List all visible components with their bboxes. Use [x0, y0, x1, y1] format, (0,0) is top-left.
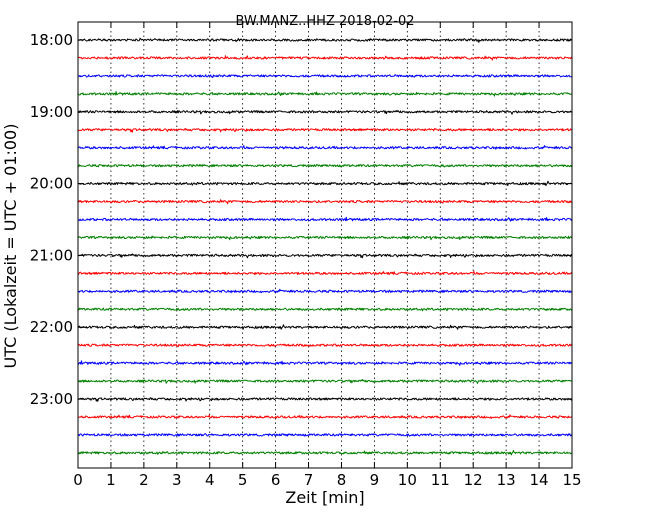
trace-1930 — [77, 145, 573, 150]
y-tick-label-2200: 22:00 — [30, 318, 73, 336]
trace-2115 — [77, 270, 573, 275]
y-tick-label-1900: 19:00 — [30, 103, 73, 121]
x-tick-label-4: 4 — [205, 471, 215, 489]
trace-2100 — [77, 253, 573, 259]
trace-2015 — [77, 199, 573, 205]
x-tick-label-15: 15 — [562, 471, 581, 489]
x-axis-ticks: 0 1 2 3 4 5 6 7 8 9 10 11 12 13 14 15 — [73, 22, 582, 489]
x-tick-label-12: 12 — [464, 471, 483, 489]
trace-2245 — [77, 379, 573, 384]
trace-2230 — [77, 360, 573, 366]
x-tick-label-7: 7 — [304, 471, 314, 489]
y-axis-label: UTC (Lokalzeit = UTC + 01:00) — [1, 124, 20, 369]
x-tick-label-13: 13 — [497, 471, 516, 489]
y-tick-label-1800: 18:00 — [30, 31, 73, 49]
trace-1915 — [77, 128, 573, 133]
y-axis-ticks: 18:00 19:00 20:00 21:00 22:00 23:00 — [30, 31, 572, 408]
trace-1900 — [77, 109, 573, 115]
plot-frame — [77, 21, 573, 469]
x-tick-label-5: 5 — [238, 471, 248, 489]
trace-2030 — [77, 216, 573, 222]
x-tick-label-8: 8 — [337, 471, 347, 489]
x-axis-label: Zeit [min] — [285, 488, 364, 507]
trace-2200 — [77, 324, 573, 330]
trace-2045 — [77, 235, 573, 241]
x-tick-label-10: 10 — [398, 471, 417, 489]
trace-1945 — [77, 164, 573, 168]
x-tick-label-9: 9 — [370, 471, 380, 489]
trace-2345 — [77, 450, 573, 456]
trace-2330 — [77, 433, 573, 437]
x-tick-label-6: 6 — [271, 471, 281, 489]
x-tick-label-0: 0 — [73, 471, 83, 489]
trace-1845 — [77, 91, 573, 97]
y-tick-label-2100: 21:00 — [30, 246, 73, 264]
x-tick-label-3: 3 — [172, 471, 182, 489]
trace-1830 — [77, 74, 573, 78]
y-tick-label-2000: 20:00 — [30, 175, 73, 193]
vertical-grid — [110, 22, 540, 468]
trace-2215 — [77, 343, 573, 348]
traces-group — [77, 37, 573, 456]
trace-2145 — [77, 307, 573, 312]
x-tick-label-2: 2 — [139, 471, 149, 489]
trace-1815 — [77, 55, 573, 61]
trace-1800 — [77, 37, 573, 43]
trace-2000 — [77, 180, 573, 187]
x-tick-label-11: 11 — [431, 471, 450, 489]
x-tick-label-14: 14 — [530, 471, 549, 489]
y-tick-label-2300: 23:00 — [30, 390, 73, 408]
x-tick-label-1: 1 — [106, 471, 116, 489]
trace-2300 — [77, 397, 573, 402]
trace-2315 — [77, 414, 573, 419]
trace-2130 — [77, 288, 573, 294]
